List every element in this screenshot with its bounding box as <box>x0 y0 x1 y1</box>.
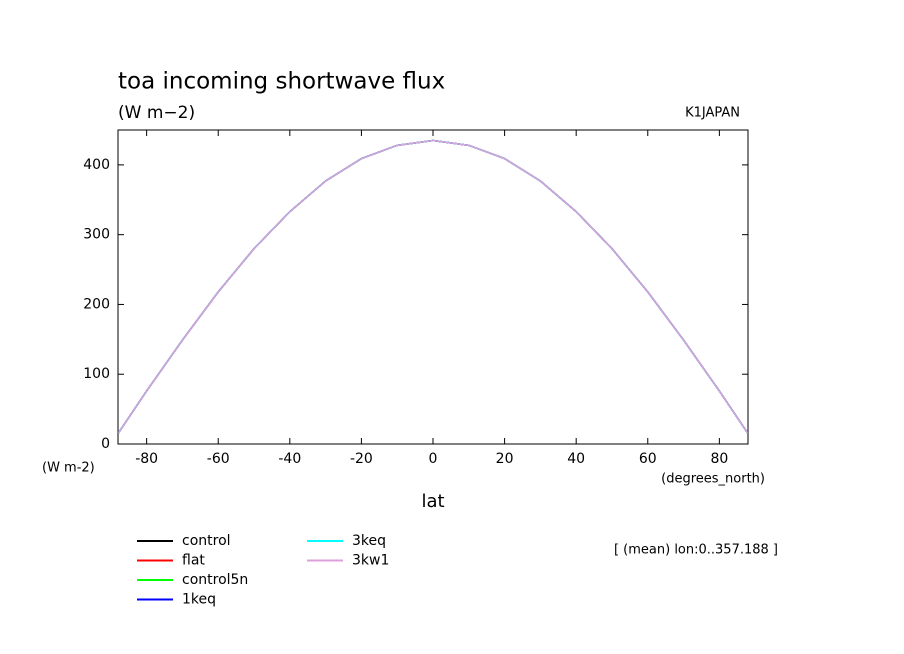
y-tick-label: 400 <box>83 157 110 173</box>
chart-title: toa incoming shortwave flux <box>118 69 445 95</box>
dataset-label: K1JAPAN <box>685 106 740 121</box>
legend-label: control5n <box>182 572 248 588</box>
x-tick-label: 80 <box>710 451 728 467</box>
x-tick-label: -20 <box>350 451 373 467</box>
x-axis-units: (degrees_north) <box>661 472 765 487</box>
x-tick-label: 0 <box>429 451 438 467</box>
series-line <box>117 139 749 434</box>
series-line <box>117 139 749 434</box>
x-axis-label: lat <box>421 491 444 512</box>
legend-label: 3kw1 <box>352 553 389 569</box>
legend-label: flat <box>182 553 205 569</box>
series-line <box>117 139 749 434</box>
legend-label: control <box>182 533 231 549</box>
y-tick-label: 100 <box>83 366 110 382</box>
y-tick-label: 200 <box>83 296 110 312</box>
y-tick-label: 0 <box>101 436 110 452</box>
series-line <box>117 139 749 434</box>
y-tick-label: 300 <box>83 227 110 243</box>
legend-label: 1keq <box>182 592 216 608</box>
series-line <box>117 139 749 434</box>
chart-subtitle: (W m−2) <box>118 103 195 123</box>
series-line <box>117 139 749 434</box>
plot-frame <box>117 129 749 445</box>
x-tick-label: 40 <box>567 451 585 467</box>
x-tick-label: -40 <box>278 451 301 467</box>
x-tick-label: 20 <box>496 451 514 467</box>
y-axis-label: (W m-2) <box>42 461 95 476</box>
annotation: [ (mean) lon:0..357.188 ] <box>614 543 778 558</box>
x-tick-label: -60 <box>207 451 230 467</box>
x-tick-label: -80 <box>135 451 158 467</box>
x-tick-label: 60 <box>639 451 657 467</box>
legend-label: 3keq <box>352 533 386 549</box>
